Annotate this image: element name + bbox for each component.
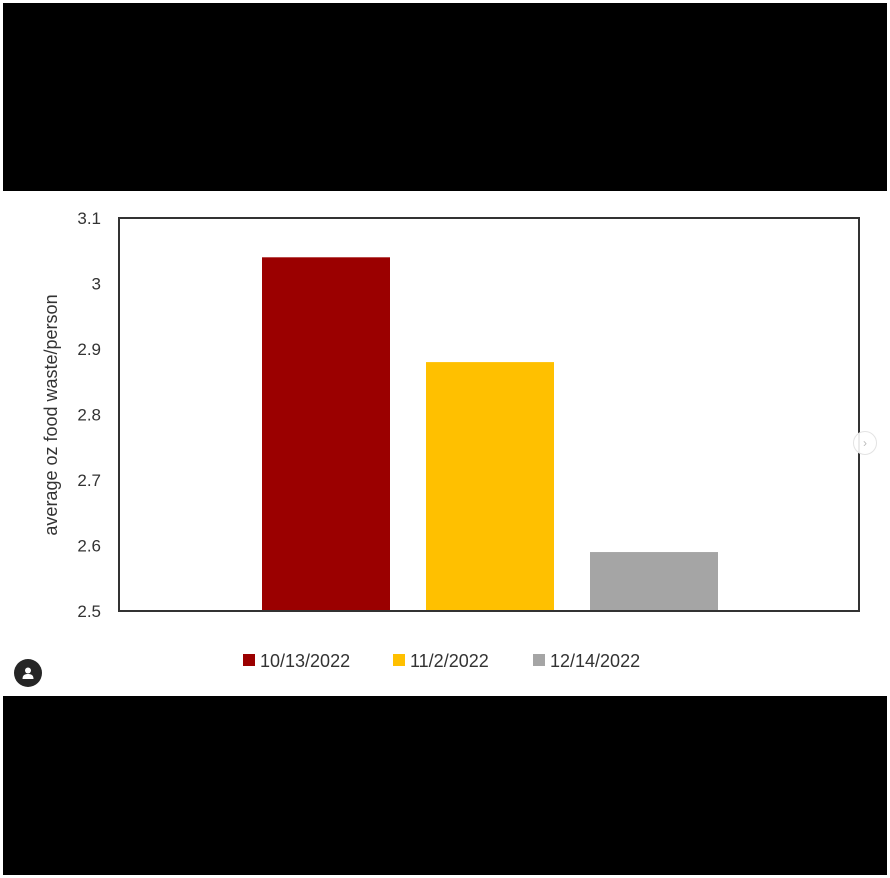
y-tick-label: 3 (92, 275, 101, 294)
letterbox-top (3, 3, 887, 191)
legend-label: 10/13/2022 (260, 651, 350, 671)
y-tick-label: 2.6 (77, 537, 101, 556)
legend-swatch (533, 654, 545, 666)
legend-label: 12/14/2022 (550, 651, 640, 671)
bar (426, 362, 554, 611)
plot-area-border (118, 217, 860, 612)
y-tick-label: 2.9 (77, 340, 101, 359)
y-tick-label: 2.8 (77, 406, 101, 425)
letterbox-bottom (3, 696, 887, 875)
legend-swatch (393, 654, 405, 666)
person-icon[interactable] (14, 659, 42, 687)
chevron-right-icon[interactable]: › (853, 431, 877, 455)
legend-swatch (243, 654, 255, 666)
legend: 10/13/2022 11/2/2022 12/14/2022 (243, 651, 640, 671)
y-tick-label: 3.1 (77, 209, 101, 228)
y-axis-ticks: 2.5 2.6 2.7 2.8 2.9 3 3.1 (77, 209, 101, 621)
bar (262, 257, 390, 611)
bar (590, 552, 718, 611)
post-image-frame (3, 3, 887, 875)
y-tick-label: 2.7 (77, 471, 101, 490)
y-tick-label: 2.5 (77, 602, 101, 621)
bars (262, 257, 718, 611)
y-axis-title: average oz food waste/person (41, 294, 61, 535)
legend-label: 11/2/2022 (410, 651, 489, 671)
